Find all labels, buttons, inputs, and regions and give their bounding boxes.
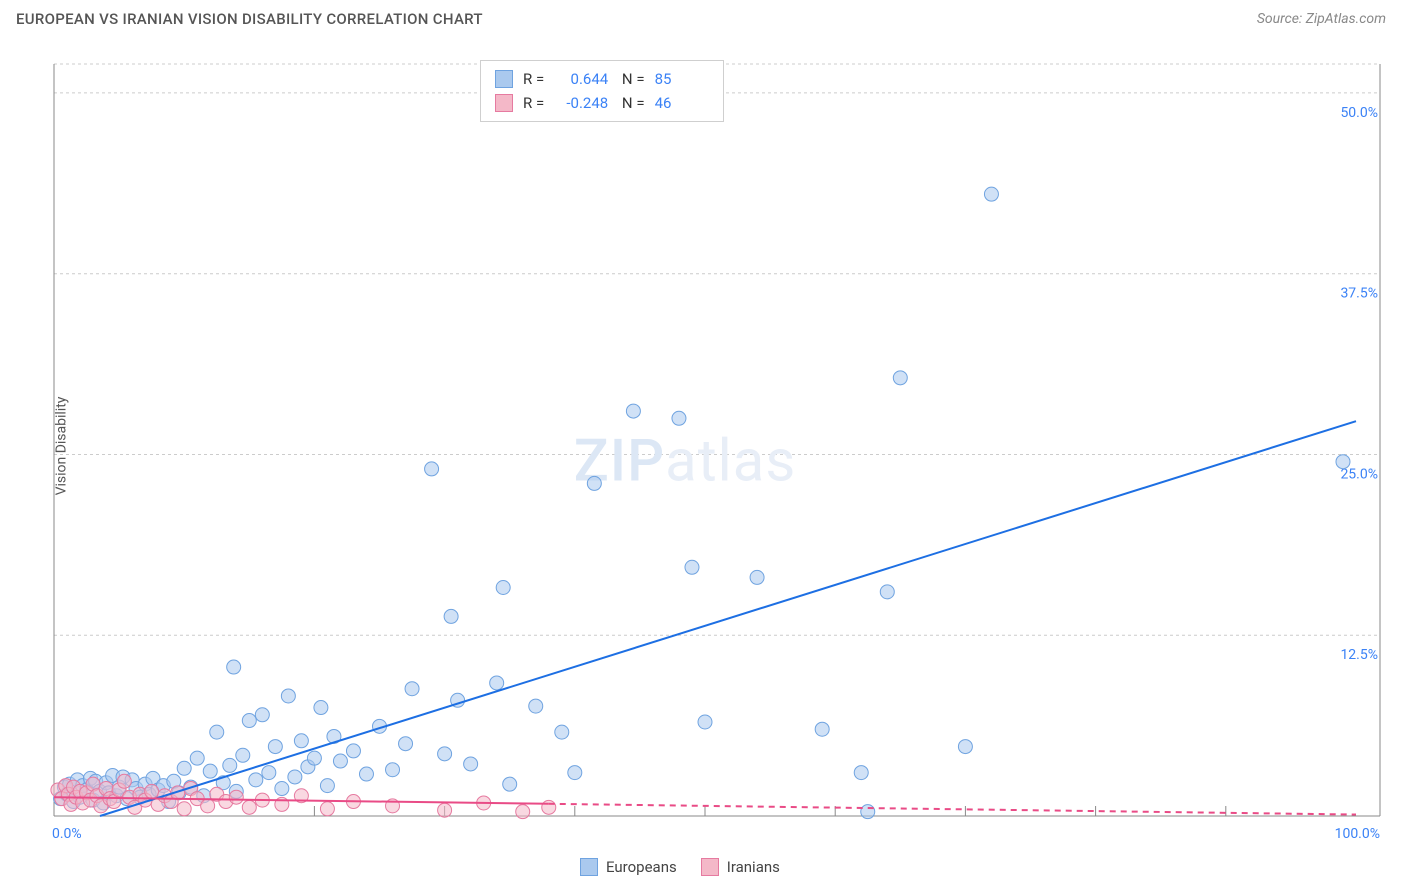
n-value: 46 [655, 91, 709, 115]
chart-title: EUROPEAN VS IRANIAN VISION DISABILITY CO… [16, 10, 483, 28]
series-legend: Europeans Iranians [580, 858, 780, 876]
chart-area: ZIPatlas 12.5% 25.0% 37.5% 50.0% 0.0% 100.0% [48, 56, 1388, 842]
r-value: 0.644 [554, 67, 608, 91]
legend-label: Europeans [606, 858, 677, 876]
svg-text:ZIPatlas: ZIPatlas [574, 427, 797, 495]
scatter-chart: ZIPatlas 12.5% 25.0% 37.5% 50.0% 0.0% 100.0% [48, 56, 1388, 842]
legend-swatch [495, 94, 513, 112]
legend-item: Iranians [701, 858, 780, 876]
svg-text:12.5%: 12.5% [1340, 647, 1378, 663]
r-label: R = [523, 67, 544, 91]
legend-swatch [495, 70, 513, 88]
r-label: R = [523, 91, 544, 115]
stats-legend: R = 0.644 N = 85 R = -0.248 N = 46 [480, 60, 724, 122]
r-value: -0.248 [554, 91, 608, 115]
source-attribution: Source: ZipAtlas.com [1257, 11, 1386, 27]
legend-swatch [701, 858, 719, 876]
legend-item: Europeans [580, 858, 677, 876]
header: EUROPEAN VS IRANIAN VISION DISABILITY CO… [0, 0, 1406, 34]
legend-swatch [580, 858, 598, 876]
legend-label: Iranians [727, 858, 780, 876]
n-value: 85 [655, 67, 709, 91]
n-label: N = [618, 67, 644, 91]
n-label: N = [618, 91, 644, 115]
svg-text:37.5%: 37.5% [1340, 286, 1378, 302]
svg-text:25.0%: 25.0% [1340, 466, 1378, 482]
stats-legend-row: R = 0.644 N = 85 [495, 67, 709, 91]
svg-text:100.0%: 100.0% [1335, 826, 1380, 842]
stats-legend-row: R = -0.248 N = 46 [495, 91, 709, 115]
svg-text:50.0%: 50.0% [1340, 105, 1378, 121]
svg-text:0.0%: 0.0% [52, 826, 82, 842]
